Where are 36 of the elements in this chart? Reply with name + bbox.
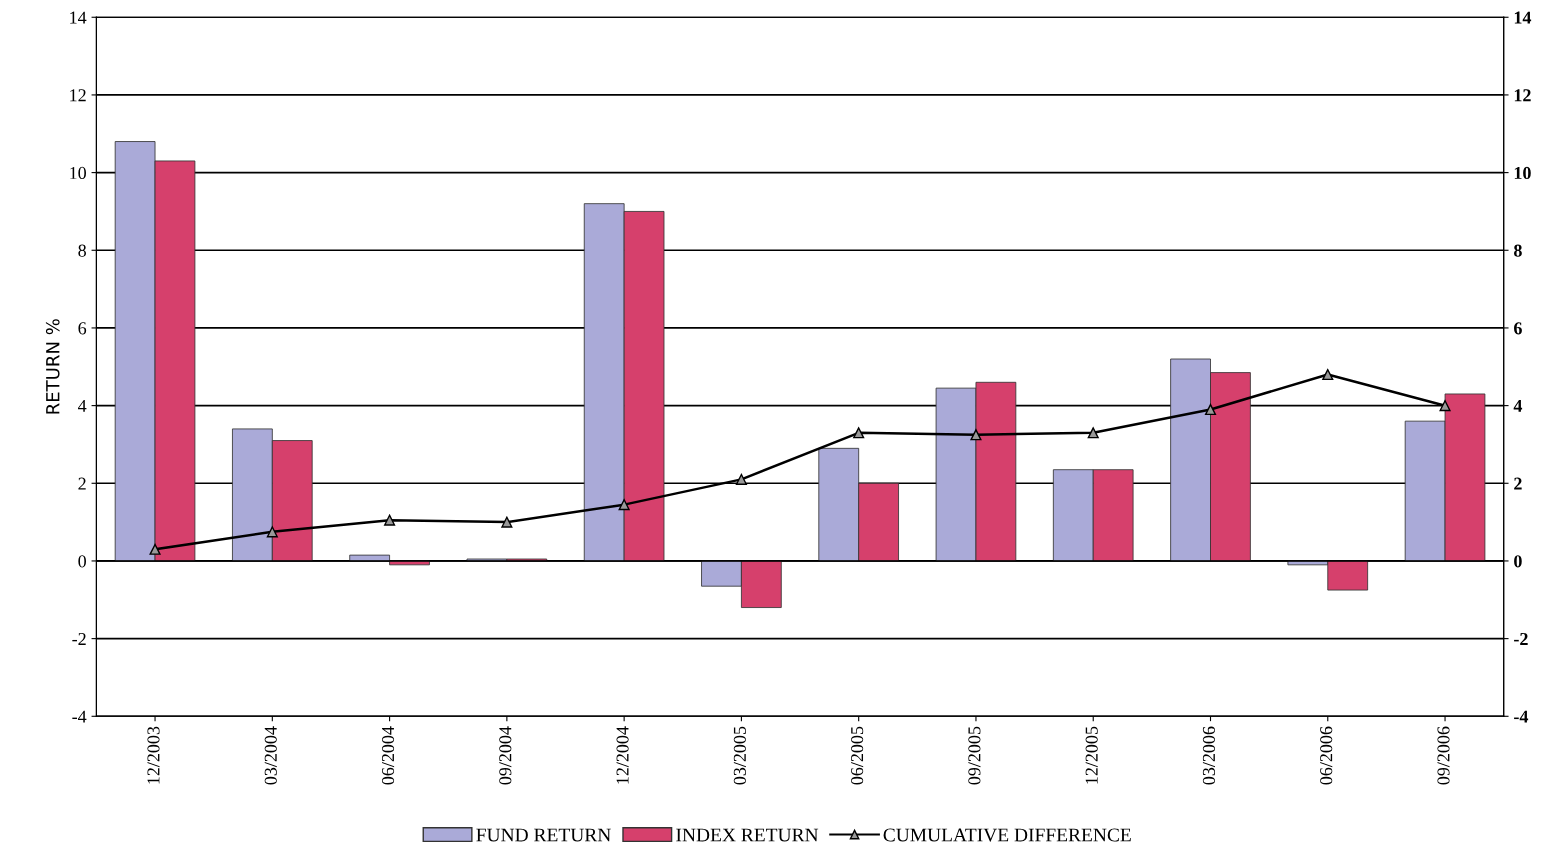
x-tick-label: 06/2006 [1320,726,1333,785]
y-tick-label: 0 [78,555,86,568]
x-tick-label: 09/2004 [499,726,512,785]
y2-tick-label: 10 [1514,166,1531,180]
x-tick-label: 12/2004 [616,726,629,784]
y2-tick-label: 2 [1514,477,1522,490]
y2-tick-label: -4 [1514,710,1529,723]
y2-tick-label: 0 [1514,555,1522,568]
y2-tick-label: 14 [1514,11,1532,24]
y-tick-label: -4 [72,710,87,723]
y-tick-label: 2 [78,477,86,490]
y2-tick-label: 6 [1514,322,1522,335]
y-tick-label: 6 [78,322,87,335]
y-tick-label: 14 [70,11,87,24]
y2-tick-label: 4 [1513,399,1523,412]
y-tick-label: 10 [70,166,86,180]
y-tick-label: 12 [70,89,86,102]
x-tick-label: 12/2005 [1085,726,1098,784]
y2-tick-label: 12 [1514,89,1531,102]
legend-label: CUMULATIVE DIFFERENCE [883,828,1131,842]
y-axis-title: RETURN % [45,319,60,414]
x-tick-label: 03/2005 [733,726,746,785]
x-tick-label: 03/2004 [264,726,277,785]
x-tick-label: 12/2003 [147,726,160,784]
y-tick-label: 4 [78,399,87,412]
legend-label: FUND RETURN [476,828,611,842]
legend-label: INDEX RETURN [676,828,819,842]
x-tick-label: 06/2005 [851,726,864,785]
y2-tick-label: 8 [1514,244,1522,257]
y-tick-label: 8 [78,244,86,257]
x-tick-label: 03/2006 [1202,726,1216,785]
y2-tick-label: -2 [1514,632,1528,645]
x-tick-label: 09/2005 [968,726,981,785]
x-tick-label: 06/2004 [381,726,395,785]
x-tick-label: 09/2006 [1437,726,1450,785]
y-tick-label: -2 [72,632,86,645]
